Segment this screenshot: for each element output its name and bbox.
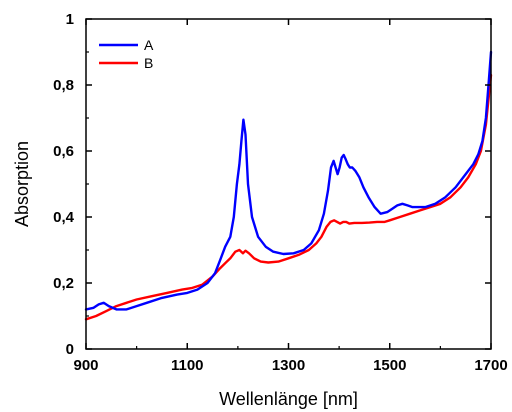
y-tick-label: 1 bbox=[66, 11, 74, 28]
series-line-A bbox=[84, 50, 493, 311]
legend: AB bbox=[99, 37, 154, 71]
x-tick-label: 1500 bbox=[373, 357, 406, 374]
ticks-layer: 900 1100 1300 1500 1700 0 0,2 0,4 0,6 0,8 1 bbox=[53, 11, 508, 374]
x-axis-title: Wellenlänge [nm] bbox=[219, 389, 358, 409]
y-tick-label: 0,6 bbox=[53, 143, 74, 160]
series-line-B bbox=[84, 73, 493, 321]
series-layer bbox=[84, 50, 493, 321]
x-tick-label: 1100 bbox=[171, 357, 204, 374]
y-tick-label: 0,4 bbox=[53, 209, 75, 226]
y-axis-title: Absorption bbox=[12, 141, 32, 227]
x-tick-label: 1700 bbox=[474, 357, 507, 374]
y-tick-label: 0,8 bbox=[53, 77, 74, 94]
x-tick-label: 900 bbox=[73, 357, 98, 374]
x-tick-label: 1300 bbox=[272, 357, 305, 374]
y-tick-label: 0 bbox=[66, 341, 74, 358]
legend-label-B: B bbox=[144, 55, 153, 71]
legend-label-A: A bbox=[144, 37, 154, 53]
y-tick-label: 0,2 bbox=[53, 275, 74, 292]
